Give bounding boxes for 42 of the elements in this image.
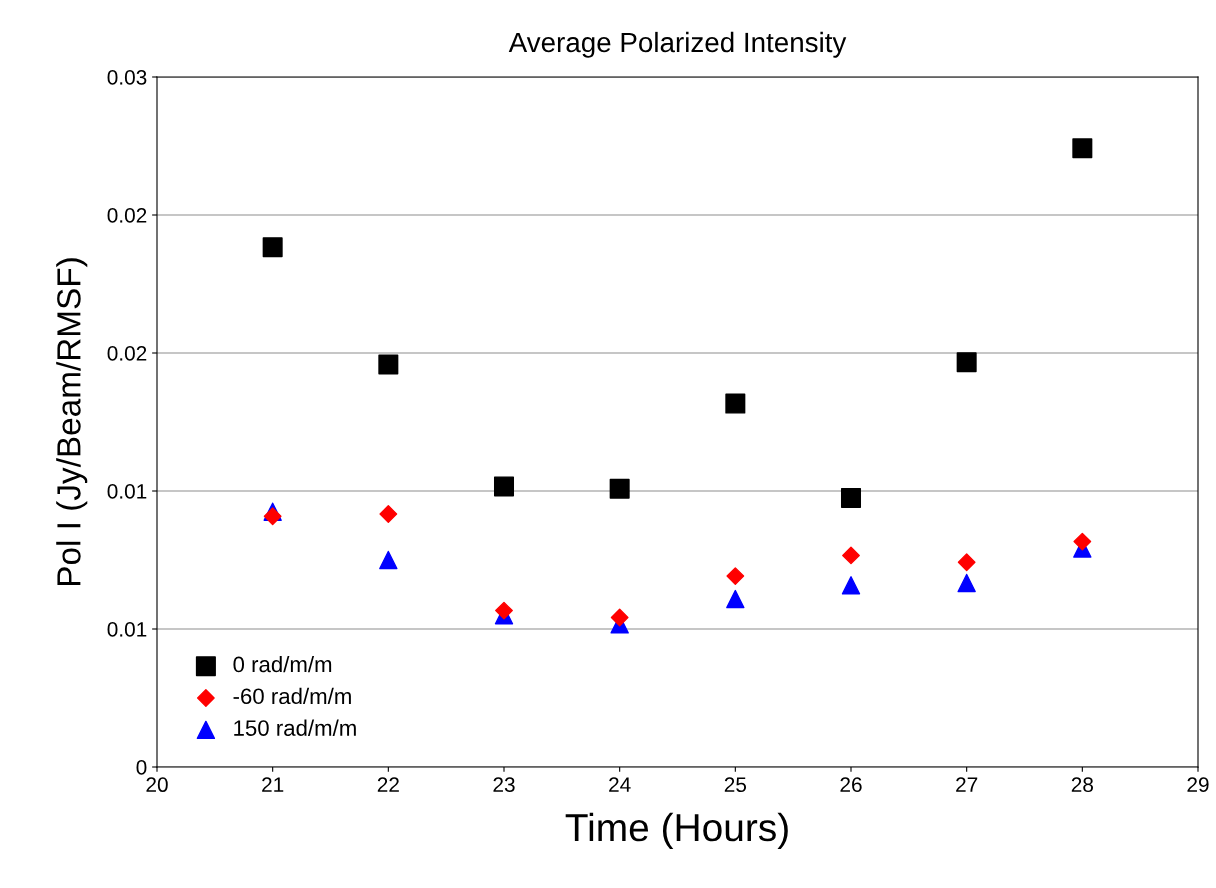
x-tick-label: 24 [609, 777, 631, 792]
point [725, 393, 746, 414]
y-tick-label: 0.01 [107, 484, 147, 499]
point [842, 546, 860, 565]
point [263, 507, 282, 526]
point [378, 354, 399, 375]
point [379, 550, 398, 570]
x-tick-label: 23 [493, 777, 515, 793]
x-tick-label: 27 [956, 777, 978, 792]
point [726, 589, 745, 609]
point [609, 478, 630, 499]
y-tick-label: 0.02 [107, 346, 147, 361]
point [957, 553, 976, 572]
point [840, 487, 862, 508]
y-axis-title: Pol I (Jy/Beam/RMSF) [56, 258, 88, 586]
point [956, 352, 977, 373]
x-tick-label: 25 [724, 777, 747, 793]
point [1072, 138, 1093, 159]
point [379, 505, 398, 523]
x-tick-label: 20 [146, 777, 168, 793]
x-tick-label: 21 [262, 777, 284, 792]
point [610, 608, 629, 627]
point [957, 573, 976, 593]
point [495, 601, 513, 620]
x-tick-label: 26 [840, 777, 862, 793]
x-tick-label: 29 [1187, 777, 1209, 793]
x-axis-title: Time (Hours) [565, 812, 788, 850]
point [493, 476, 515, 497]
y-tick-label: 0.03 [107, 70, 147, 85]
legend-label: 150 rad/m/m [234, 719, 356, 736]
legend-label: -60 rad/m/m [233, 687, 351, 705]
point [1073, 532, 1092, 551]
y-tick-label: 0.01 [107, 622, 147, 637]
point [262, 237, 283, 258]
y-tick-label: 0 [136, 760, 147, 775]
x-tick-label: 22 [377, 777, 399, 792]
x-tick-label: 28 [1071, 777, 1094, 793]
chart-title: Average Polarized Intensity [508, 31, 847, 58]
y-tick-label: 0.02 [107, 208, 147, 223]
legend-label: 0 rad/m/m [233, 655, 332, 673]
point [726, 567, 745, 586]
point [841, 576, 861, 595]
